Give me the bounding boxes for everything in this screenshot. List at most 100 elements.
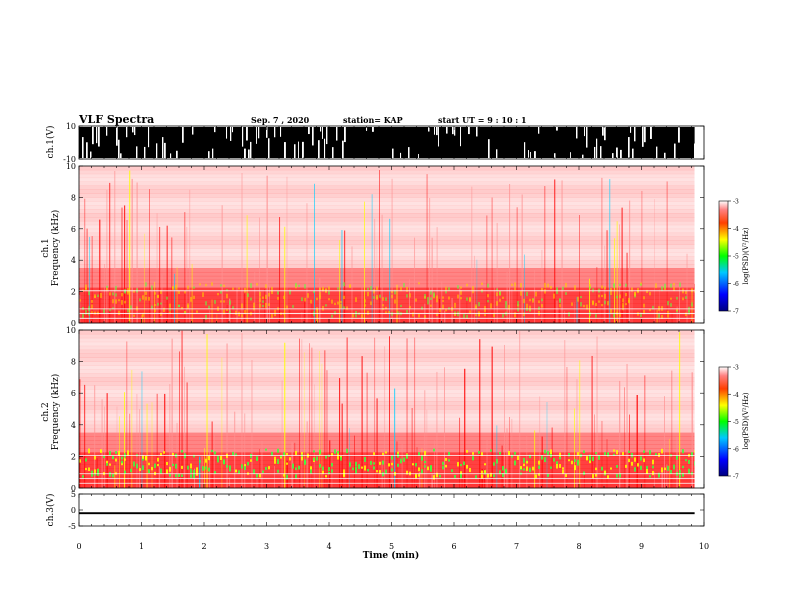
spec-speckle — [574, 285, 576, 290]
spec-speckle — [508, 305, 510, 310]
spec-speckle — [541, 298, 543, 302]
colorbar-tick-label: -7 — [733, 309, 739, 316]
spec-speckle — [448, 287, 450, 291]
spec-speckle — [160, 302, 162, 305]
ch1-wave-gap — [496, 149, 498, 158]
ch1-wave-gap — [586, 127, 588, 148]
spec-streak — [654, 471, 655, 488]
spec-speckle — [625, 293, 627, 297]
spec-speckle — [505, 469, 507, 473]
spec-speckle — [637, 290, 639, 294]
spec-speckle — [331, 314, 333, 318]
x-tick-label: 3 — [264, 542, 269, 551]
colorbar-tick-label: -5 — [733, 254, 739, 261]
spec-speckle — [487, 283, 489, 288]
spec-streak — [584, 473, 585, 488]
spec-speckle — [391, 455, 393, 460]
spec-streak — [679, 332, 681, 488]
spec-row — [79, 361, 695, 366]
spec-speckle — [658, 313, 660, 318]
spec-speckle — [265, 448, 267, 451]
spec-speckle — [229, 469, 231, 472]
ch1-wave-gap — [602, 127, 604, 136]
spec-streak — [381, 214, 383, 323]
spec-streak — [266, 175, 268, 323]
spec-speckle — [334, 302, 336, 306]
spec-speckle — [484, 309, 486, 313]
spec-streak — [156, 213, 158, 323]
spec-speckle — [547, 473, 549, 477]
spec-speckle — [271, 451, 273, 457]
spec-speckle — [208, 305, 210, 310]
spec-speckle — [193, 470, 195, 475]
spec-speckle — [523, 298, 525, 304]
spec-speckle — [643, 458, 645, 463]
spec-speckle — [244, 464, 246, 467]
spec-speckle — [394, 289, 396, 295]
spec-speckle — [535, 474, 537, 479]
spec-speckle — [688, 468, 690, 474]
spec-speckle — [676, 455, 678, 459]
spec-speckle — [313, 290, 315, 294]
spec-row — [79, 275, 695, 281]
spec-speckle — [511, 283, 513, 286]
spec-streak — [496, 425, 498, 488]
spec-speckle — [385, 306, 387, 310]
spec-speckle — [355, 461, 357, 467]
spec-speckle — [148, 469, 150, 474]
spec-streak — [211, 299, 213, 323]
spec-speckle — [658, 306, 660, 311]
spec-speckle — [688, 310, 690, 315]
ch1-wave-gap — [596, 138, 598, 158]
ch1-wave-gap — [332, 147, 334, 158]
spec-speckle — [376, 286, 378, 291]
spec-row — [79, 337, 695, 343]
spec-streak — [636, 394, 638, 488]
spec-speckle — [655, 283, 657, 289]
spec-speckle — [322, 470, 324, 474]
spec-streak — [424, 390, 426, 488]
spec-streak — [84, 384, 86, 488]
chart-title: VLF Spectra — [79, 113, 155, 126]
ch1-wave-gap — [214, 127, 216, 133]
ch1-wave-gap — [208, 151, 210, 158]
spec-speckle — [484, 313, 486, 317]
ch2-spec-ylabel: Frequency (kHz) — [50, 374, 61, 451]
spec-speckle — [553, 293, 555, 299]
spec-speckle — [427, 466, 429, 471]
spec-speckle — [466, 464, 468, 469]
spec-speckle — [523, 468, 525, 471]
spec-speckle — [361, 466, 363, 469]
spec-row — [79, 228, 695, 234]
spec-speckle — [226, 293, 228, 299]
spec-speckle — [91, 470, 93, 474]
spec-speckle — [361, 314, 363, 319]
spec-speckle — [334, 311, 336, 315]
spec-speckle — [331, 299, 333, 304]
spec-speckle — [121, 456, 123, 460]
spec-streak — [471, 186, 473, 323]
spec-speckle — [136, 288, 138, 293]
spec-speckle — [157, 294, 159, 298]
spec-speckle — [232, 451, 234, 456]
spec-speckle — [586, 458, 588, 461]
spec-speckle — [493, 462, 495, 466]
spec-speckle — [337, 451, 339, 454]
spec-speckle — [622, 452, 624, 456]
spec-speckle — [343, 469, 345, 472]
spec-streak — [319, 350, 320, 488]
spec-speckle — [673, 464, 675, 470]
spec-row — [79, 264, 695, 269]
spec-speckle — [529, 467, 531, 473]
spec-streak — [114, 170, 116, 323]
spec-speckle — [100, 449, 102, 453]
spec-speckle — [169, 473, 171, 477]
spec-speckle — [220, 284, 222, 287]
spec-streak — [666, 181, 668, 323]
spec-speckle — [340, 300, 342, 304]
spec-speckle — [463, 461, 465, 466]
spec-speckle — [670, 470, 672, 474]
spec-speckle — [313, 457, 315, 461]
spec-streak — [179, 351, 181, 488]
